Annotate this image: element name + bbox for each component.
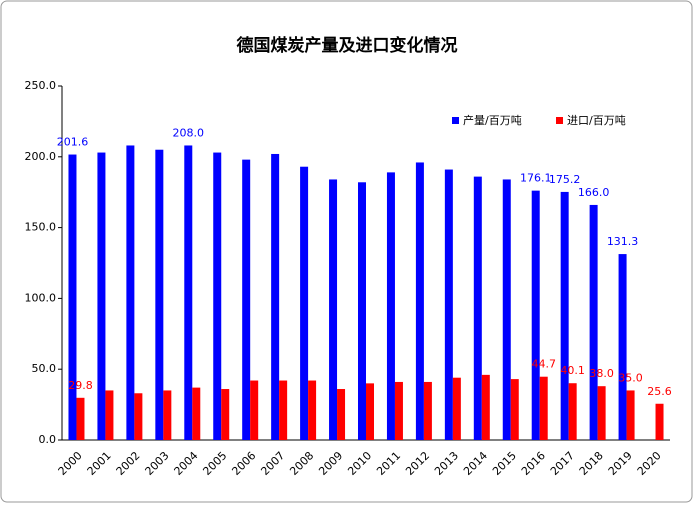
data-label: 175.2 [549,173,581,186]
bar [589,204,598,440]
legend-swatch [452,117,459,124]
y-tick-label: 100.0 [25,291,57,304]
bar [655,403,664,440]
bar [155,149,164,440]
bar [444,169,453,440]
data-label: 38.0 [589,367,614,380]
bar [329,179,338,440]
bar [271,153,280,440]
bar [192,387,201,440]
bar [76,397,85,440]
bar [213,152,222,440]
bar [423,381,432,440]
legend-label: 进口/百万吨 [567,114,626,127]
bar [626,390,635,440]
y-tick-label: 200.0 [25,150,57,163]
bar [452,377,461,440]
bar [300,166,309,440]
data-label: 25.6 [647,385,672,398]
data-label: 208.0 [173,126,205,139]
bar [250,380,259,440]
bar [184,145,193,441]
y-tick-label: 50.0 [32,362,57,375]
y-tick-label: 150.0 [25,221,57,234]
data-label: 29.8 [68,379,93,392]
bar [386,172,395,440]
bar [502,179,511,440]
bar [539,376,548,440]
bar [242,159,251,440]
bar [358,182,366,440]
bar [597,386,606,440]
bar [163,390,172,440]
bar [279,380,288,440]
data-label: 166.0 [578,186,610,199]
bar [366,383,374,440]
y-tick-label: 0.0 [39,433,57,446]
bar [105,390,114,440]
bar [68,154,77,440]
bar [481,374,490,440]
data-label: 44.7 [531,358,556,371]
bar [337,389,346,440]
chart-title: 德国煤炭产量及进口变化情况 [237,35,458,56]
legend-label: 产量/百万吨 [463,113,522,127]
bar [221,389,230,440]
bar [510,379,519,440]
data-label: 176.1 [520,172,552,185]
bar [531,190,540,440]
bar [618,254,627,440]
bar [568,383,577,440]
data-label: 131.3 [607,235,639,248]
data-label: 35.0 [618,371,643,384]
bar [394,381,403,440]
bar [126,145,135,441]
data-label: 40.1 [560,364,585,377]
y-tick-label: 250.0 [25,79,57,92]
legend-swatch [556,117,563,124]
bar [473,176,482,440]
bar [134,393,143,440]
bar [97,152,106,440]
bar [560,191,569,440]
bar [308,380,317,440]
bar [415,162,424,441]
data-label: 201.6 [57,136,89,149]
